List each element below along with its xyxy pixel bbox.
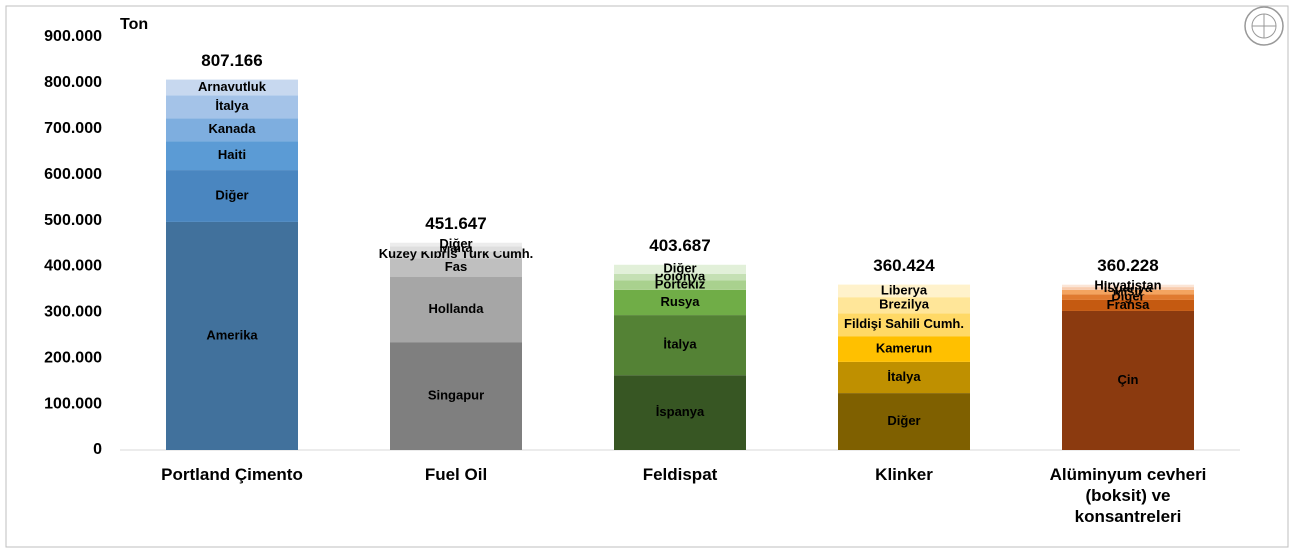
y-tick-label: 600.000	[44, 166, 102, 183]
segment-label: İtalya	[663, 337, 697, 352]
y-tick-label: 900.000	[44, 28, 102, 45]
y-tick-label: 100.000	[44, 395, 102, 412]
total-label: 360.424	[873, 256, 935, 275]
total-label: 451.647	[425, 214, 486, 233]
segment-label: Diğer	[439, 236, 472, 251]
segment-label: Rusya	[660, 294, 700, 309]
segment-label: Hollanda	[429, 301, 485, 316]
segment-label: İspanya	[656, 404, 705, 419]
segment-label: Brezilya	[879, 297, 930, 312]
x-tick-label: Portland Çimento	[122, 464, 342, 485]
segment-label: Kamerun	[876, 340, 932, 355]
y-tick-label: 200.000	[44, 349, 102, 366]
segment-label: Amerika	[206, 327, 258, 342]
segment-label: Diğer	[887, 413, 920, 428]
x-tick-label: Fuel Oil	[346, 464, 566, 485]
total-label: 807.166	[201, 51, 262, 70]
segment-label: Fas	[445, 259, 467, 274]
y-tick-label: 700.000	[44, 120, 102, 137]
segment-label: Diğer	[215, 187, 248, 202]
x-tick-label: Klinker	[794, 464, 1014, 485]
page: Ton 0 100.000 200.000 300.000 400.000 500.000…	[0, 0, 1295, 554]
segment-label: Haiti	[218, 147, 246, 162]
total-label: 403.687	[649, 236, 710, 255]
segment-label: İtalya	[215, 98, 249, 113]
y-tick-label: 0	[93, 441, 102, 458]
segment-label: Singapur	[428, 388, 484, 403]
segment-label: Hırvatistan	[1094, 277, 1161, 292]
y-tick-label: 800.000	[44, 74, 102, 91]
x-tick-label: Feldispat	[570, 464, 790, 485]
y-tick-label: 300.000	[44, 304, 102, 321]
segment-label: Çin	[1118, 372, 1139, 387]
total-label: 360.228	[1097, 256, 1158, 275]
y-tick-label: 500.000	[44, 212, 102, 229]
y-tick-label: 400.000	[44, 258, 102, 275]
x-tick-label: Alüminyum cevheri (boksit) ve konsantrel…	[1043, 464, 1213, 527]
segment-label: Arnavutluk	[198, 79, 267, 94]
logo	[1245, 7, 1283, 45]
segment-label: Fildişi Sahili Cumh.	[844, 316, 964, 331]
segment-label: Kanada	[209, 121, 257, 136]
axis-label: Ton	[120, 16, 148, 33]
segment-label: İtalya	[887, 369, 921, 384]
segment-label: Diğer	[663, 261, 696, 276]
segment-label: Liberya	[881, 282, 928, 297]
